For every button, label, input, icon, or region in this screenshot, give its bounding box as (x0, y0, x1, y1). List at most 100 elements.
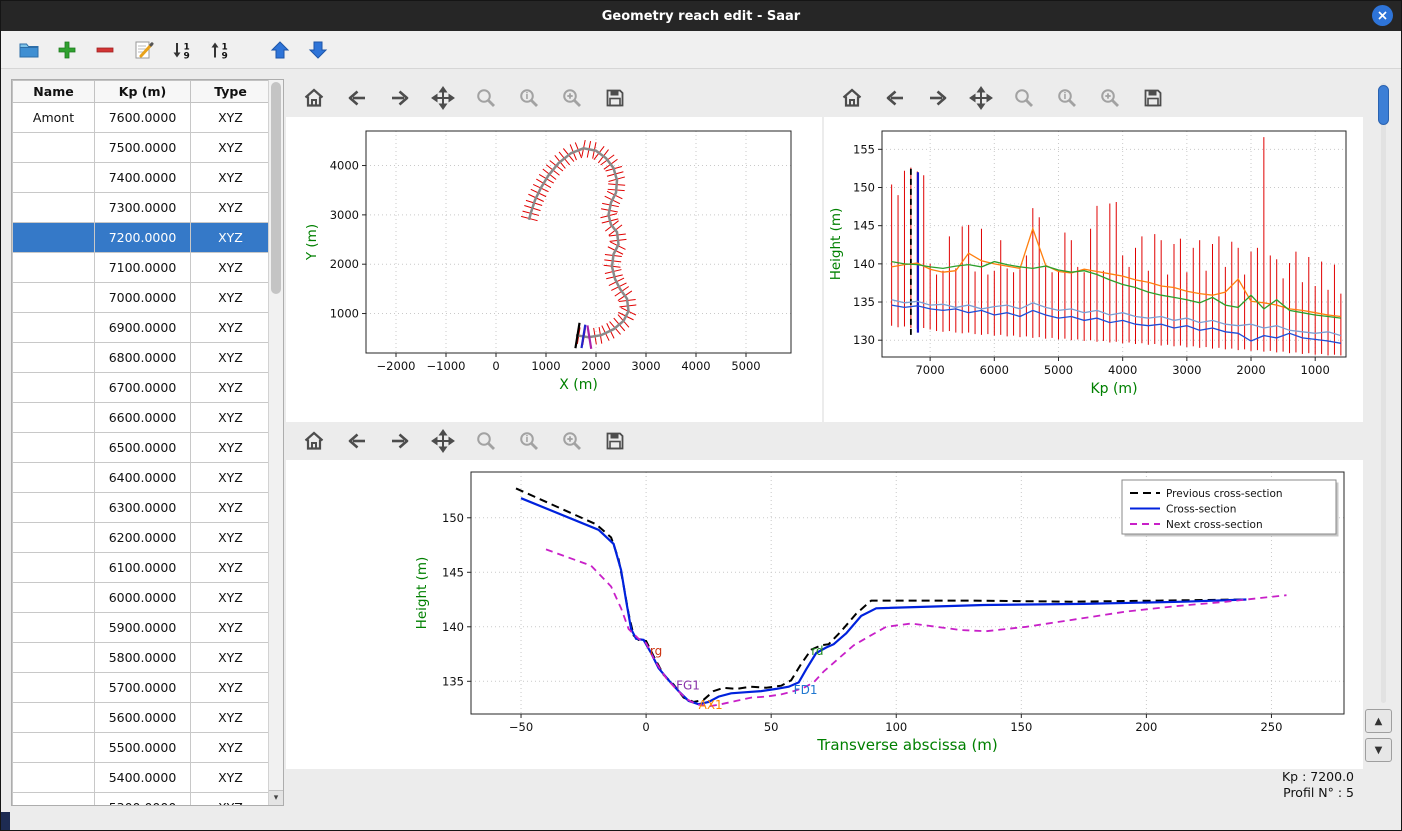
zoom-button[interactable] (1010, 84, 1038, 112)
longitudinal-profile-canvas[interactable]: 7000 6000 5000 4000 3000 2000 1000 130 135 140 145… (824, 117, 1363, 422)
forward-button[interactable] (386, 84, 414, 112)
table-row[interactable]: 6700.0000 XYZ (12, 372, 269, 403)
pan-icon (431, 86, 455, 110)
svg-text:1: 1 (221, 42, 227, 52)
table-row[interactable]: 6800.0000 XYZ (12, 342, 269, 373)
home-button[interactable] (300, 84, 328, 112)
svg-text:1000: 1000 (531, 359, 560, 373)
zoom-icon (477, 432, 495, 450)
home-button[interactable] (300, 427, 328, 455)
column-header-kp-m[interactable]: Kp (m) (94, 80, 191, 103)
svg-text:135: 135 (442, 674, 464, 688)
table-scrollbar[interactable]: ▾ (268, 80, 283, 805)
forward-button[interactable] (924, 84, 952, 112)
folder-open-icon (19, 43, 38, 57)
svg-text:130: 130 (853, 333, 875, 347)
svg-text:AX1: AX1 (699, 698, 723, 712)
pan-button[interactable] (429, 84, 457, 112)
save-button[interactable] (601, 84, 629, 112)
table-row[interactable]: 7300.0000 XYZ (12, 192, 269, 223)
move-down-button[interactable] (304, 36, 331, 63)
table-row[interactable]: 6300.0000 XYZ (12, 492, 269, 523)
svg-text:rg: rg (650, 644, 662, 658)
svg-text:0: 0 (492, 359, 499, 373)
plus-icon (58, 41, 75, 58)
table-row[interactable]: Amont 7600.0000 XYZ (12, 102, 269, 133)
svg-text:2000: 2000 (330, 257, 359, 271)
column-header-type[interactable]: Type (190, 80, 269, 103)
svg-text:4000: 4000 (1108, 363, 1137, 377)
table-row[interactable]: 6500.0000 XYZ (12, 432, 269, 463)
open-button[interactable] (15, 36, 42, 63)
table-row[interactable]: 6900.0000 XYZ (12, 312, 269, 343)
table-row[interactable]: 5700.0000 XYZ (12, 672, 269, 703)
save-button[interactable] (1139, 84, 1167, 112)
zoom-plus-button[interactable] (558, 427, 586, 455)
table-row[interactable]: 7100.0000 XYZ (12, 252, 269, 283)
table-row[interactable]: 6400.0000 XYZ (12, 462, 269, 493)
table-row[interactable]: 5400.0000 XYZ (12, 762, 269, 793)
pan-button[interactable] (967, 84, 995, 112)
arrow-down-icon (308, 41, 327, 59)
table-row[interactable]: 7400.0000 XYZ (12, 162, 269, 193)
back-icon (348, 90, 365, 106)
zoom-button[interactable] (472, 84, 500, 112)
table-row[interactable]: 5900.0000 XYZ (12, 612, 269, 643)
back-button[interactable] (881, 84, 909, 112)
forward-icon (930, 90, 947, 106)
svg-text:Cross-section: Cross-section (1166, 503, 1236, 515)
plan-view-canvas[interactable]: −2000 −1000 0 1000 2000 3000 4000 5000 1000 2000 3… (286, 117, 822, 422)
remove-button[interactable] (91, 36, 118, 63)
table-row[interactable]: 7200.0000 XYZ (12, 222, 269, 253)
cross-sections-table-panel: Name Kp (m) Type Amont 7600.0000 XYZ 7500.0000… (11, 79, 284, 806)
save-button[interactable] (601, 427, 629, 455)
section-slider-thumb[interactable] (1378, 85, 1389, 125)
table-row[interactable]: 6200.0000 XYZ (12, 522, 269, 553)
svg-text:3000: 3000 (1172, 363, 1201, 377)
back-button[interactable] (343, 84, 371, 112)
cross-section-canvas[interactable]: rg rd FG1 FD1 AX1 Previous cross-section Cross… (286, 460, 1363, 769)
zoom-plus-button[interactable] (558, 84, 586, 112)
svg-text:5000: 5000 (731, 359, 760, 373)
zoom-plus-button[interactable] (1096, 84, 1124, 112)
profile-up-button[interactable]: ▲ (1365, 709, 1392, 733)
svg-text:FG1: FG1 (676, 678, 700, 692)
section-slider-track[interactable] (1381, 83, 1386, 703)
title-bar: Geometry reach edit - Saar (1, 1, 1401, 31)
svg-text:135: 135 (853, 295, 875, 309)
table-scrollbar-thumb[interactable] (271, 82, 281, 294)
add-button[interactable] (53, 36, 80, 63)
table-row[interactable]: 6100.0000 XYZ (12, 552, 269, 583)
close-button[interactable] (1372, 5, 1393, 26)
zoom-button[interactable] (472, 427, 500, 455)
table-row[interactable]: 6000.0000 XYZ (12, 582, 269, 613)
zoom-info-button[interactable]: i (515, 427, 543, 455)
table-row[interactable]: 5600.0000 XYZ (12, 702, 269, 733)
table-row[interactable]: 7500.0000 XYZ (12, 132, 269, 163)
table-row[interactable]: 6600.0000 XYZ (12, 402, 269, 433)
move-up-button[interactable] (266, 36, 293, 63)
table-row[interactable]: 7000.0000 XYZ (12, 282, 269, 313)
edit-button[interactable] (129, 36, 156, 63)
home-button[interactable] (838, 84, 866, 112)
forward-button[interactable] (386, 427, 414, 455)
forward-icon (392, 433, 409, 449)
pan-button[interactable] (429, 427, 457, 455)
column-header-name[interactable]: Name (12, 80, 95, 103)
zoom-info-button[interactable]: i (515, 84, 543, 112)
zoom-plus-icon (563, 432, 581, 450)
profile-down-button[interactable]: ▼ (1365, 738, 1392, 762)
table-row[interactable]: 5800.0000 XYZ (12, 642, 269, 673)
svg-text:Kp (m): Kp (m) (1090, 381, 1137, 397)
longitudinal-profile-panel: i 7000 6000 5000 4000 3000 2000 1000 130 135 140 1… (824, 79, 1363, 422)
arrow-up-icon (270, 40, 289, 58)
back-button[interactable] (343, 427, 371, 455)
zoom-info-button[interactable]: i (1053, 84, 1081, 112)
table-scroll-down-button[interactable]: ▾ (269, 790, 283, 805)
table-row[interactable]: 5500.0000 XYZ (12, 732, 269, 763)
status-info: Kp : 7200.0 Profil N° : 5 (1282, 769, 1354, 801)
